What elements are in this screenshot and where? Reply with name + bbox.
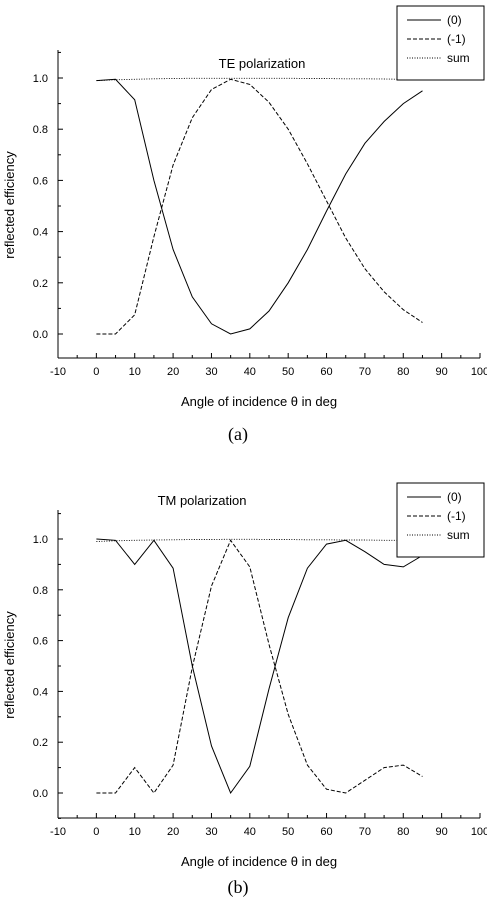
y-axis-label: reflected efficiency — [2, 611, 17, 719]
y-tick-label: 0.2 — [33, 278, 48, 290]
x-tick-label: 20 — [167, 366, 179, 378]
x-tick-label: 20 — [167, 826, 179, 838]
y-tick-label: 0.8 — [33, 585, 48, 597]
x-tick-label: 50 — [282, 826, 294, 838]
legend: (0) (-1) sum — [396, 482, 485, 558]
y-tick-label: 0.4 — [33, 227, 48, 239]
legend-label: (-1) — [447, 32, 466, 46]
y-tick-label: 0.6 — [33, 175, 48, 187]
x-tick-label: 40 — [244, 366, 256, 378]
x-tick-label: 60 — [320, 366, 332, 378]
series-line-dashed — [96, 78, 423, 335]
y-tick-label: 0.2 — [33, 737, 48, 749]
legend-box — [396, 5, 485, 81]
series-line-solid — [96, 538, 423, 795]
series-line-solid — [96, 78, 423, 335]
legend-box — [396, 482, 485, 558]
x-tick-label: 80 — [397, 826, 409, 838]
x-tick-label: 90 — [436, 366, 448, 378]
y-tick-label: 0.0 — [33, 329, 48, 341]
legend-label: sum — [447, 528, 470, 542]
y-tick-label: 0.0 — [33, 788, 48, 800]
chart-panel-a: -10 0 10 20 30 40 50 60 70 80 90 100 0.0 0.2 0.4 0.6 0.8… — [2, 5, 487, 445]
legend-label: sum — [447, 51, 470, 65]
x-tick-label: 70 — [359, 366, 371, 378]
x-tick-label: 70 — [359, 826, 371, 838]
x-tick-label: 90 — [436, 826, 448, 838]
chart-title: TM polarization — [158, 493, 247, 508]
x-axis-label: Angle of incidence θ in deg — [181, 854, 337, 869]
chart-panel-b: -10 0 10 20 30 40 50 60 70 80 90 100 0.0 0.2 0.4 0.6 0.8… — [2, 482, 487, 898]
legend-label: (-1) — [447, 509, 466, 523]
y-tick-label: 0.8 — [33, 124, 48, 136]
x-tick-label: 100 — [471, 826, 487, 838]
y-tick-label: 0.6 — [33, 636, 48, 648]
x-tick-label: 30 — [205, 366, 217, 378]
y-tick-label: 0.4 — [33, 686, 48, 698]
x-tick-label: 30 — [205, 826, 217, 838]
x-tick-label: 10 — [129, 826, 141, 838]
x-tick-label: -10 — [50, 826, 66, 838]
panel-caption: (a) — [228, 424, 248, 445]
y-axis-label: reflected efficiency — [2, 151, 17, 259]
series-line-dotted — [96, 538, 423, 542]
series-line-dashed — [96, 539, 423, 794]
x-tick-label: 100 — [471, 366, 487, 378]
x-tick-label: 0 — [93, 366, 99, 378]
x-tick-label: 40 — [244, 826, 256, 838]
legend: (0) (-1) sum — [396, 5, 485, 81]
legend-label: (0) — [447, 490, 462, 504]
chart-title: TE polarization — [219, 56, 306, 71]
x-tick-label: 0 — [93, 826, 99, 838]
legend-label: (0) — [447, 13, 462, 27]
y-tick-label: 1.0 — [33, 73, 48, 85]
series-line-dotted — [96, 77, 423, 82]
x-tick-label: 80 — [397, 366, 409, 378]
x-tick-label: 10 — [129, 366, 141, 378]
x-tick-label: -10 — [50, 366, 66, 378]
x-tick-label: 50 — [282, 366, 294, 378]
x-axis-label: Angle of incidence θ in deg — [181, 394, 337, 409]
panel-caption: (b) — [228, 877, 249, 898]
y-tick-label: 1.0 — [33, 534, 48, 546]
x-tick-label: 60 — [320, 826, 332, 838]
